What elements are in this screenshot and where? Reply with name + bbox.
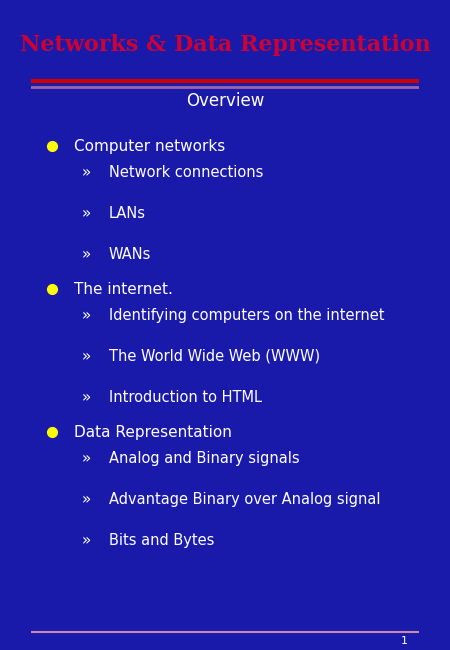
Text: »: » xyxy=(81,307,91,323)
Text: WANs: WANs xyxy=(108,246,151,262)
Text: LANs: LANs xyxy=(108,205,146,221)
Text: »: » xyxy=(81,532,91,548)
Text: Networks & Data Representation: Networks & Data Representation xyxy=(20,34,430,57)
Text: »: » xyxy=(81,450,91,466)
Text: 1: 1 xyxy=(400,636,407,646)
Text: Network connections: Network connections xyxy=(108,164,263,180)
Text: Overview: Overview xyxy=(186,92,264,110)
Text: Data Representation: Data Representation xyxy=(74,424,232,440)
Text: Bits and Bytes: Bits and Bytes xyxy=(108,532,214,548)
Text: Analog and Binary signals: Analog and Binary signals xyxy=(108,450,299,466)
Text: Advantage Binary over Analog signal: Advantage Binary over Analog signal xyxy=(108,491,380,507)
Text: Computer networks: Computer networks xyxy=(74,138,225,154)
Text: »: » xyxy=(81,491,91,507)
Text: »: » xyxy=(81,205,91,221)
Text: »: » xyxy=(81,348,91,364)
Text: Introduction to HTML: Introduction to HTML xyxy=(108,389,261,405)
Text: Identifying computers on the internet: Identifying computers on the internet xyxy=(108,307,384,323)
Text: The World Wide Web (WWW): The World Wide Web (WWW) xyxy=(108,348,320,364)
Text: »: » xyxy=(81,389,91,405)
Text: »: » xyxy=(81,164,91,180)
Text: »: » xyxy=(81,246,91,262)
Text: The internet.: The internet. xyxy=(74,281,172,297)
